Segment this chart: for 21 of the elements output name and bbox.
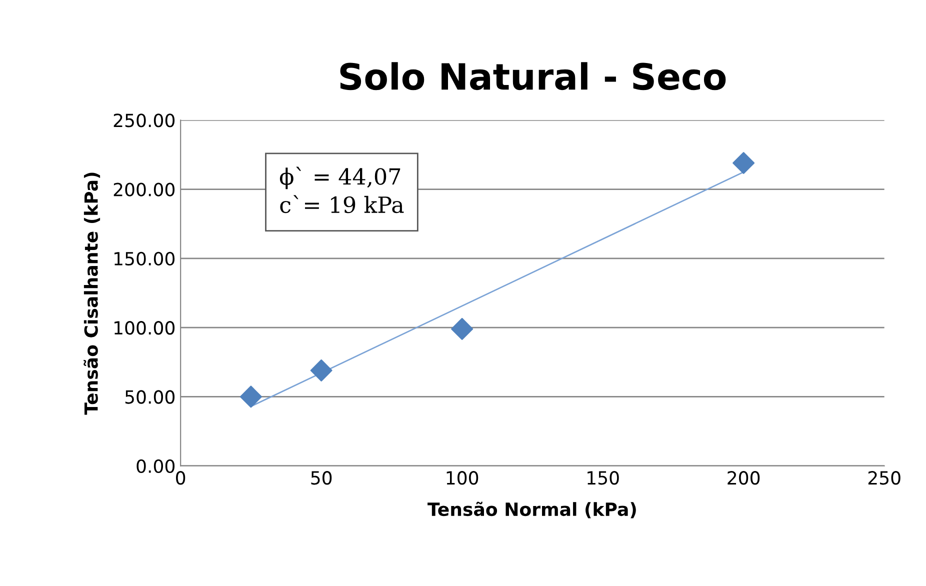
y-tick-label: 250.00 [114, 114, 175, 128]
x-axis-title: Tensão Normal (kPa) [428, 502, 636, 518]
point [451, 318, 474, 340]
x-tick-label: 0 [176, 471, 186, 485]
y-axis-title: Tensão Cisalhante (kPa) [84, 172, 100, 415]
y-tick-label: 200.00 [114, 182, 175, 196]
point [310, 359, 332, 382]
x-tick-label: 50 [311, 471, 332, 485]
x-tick-label: 100 [446, 471, 478, 485]
x-tick-label: 250 [868, 471, 900, 485]
chart-title: Solo Natural - Seco [340, 62, 726, 90]
annotation: ϕ` = 44,07 [280, 166, 400, 190]
x-tick-label: 150 [588, 471, 619, 485]
y-tick-label: 0.00 [136, 459, 175, 473]
point [240, 386, 262, 408]
y-tick-label: 150.00 [114, 252, 175, 266]
x-tick-label: 200 [728, 471, 760, 485]
y-tick-label: 50.00 [125, 390, 175, 404]
point [732, 152, 755, 174]
y-tick-label: 100.00 [114, 321, 175, 335]
annotation: c`= 19 kPa [280, 195, 404, 214]
